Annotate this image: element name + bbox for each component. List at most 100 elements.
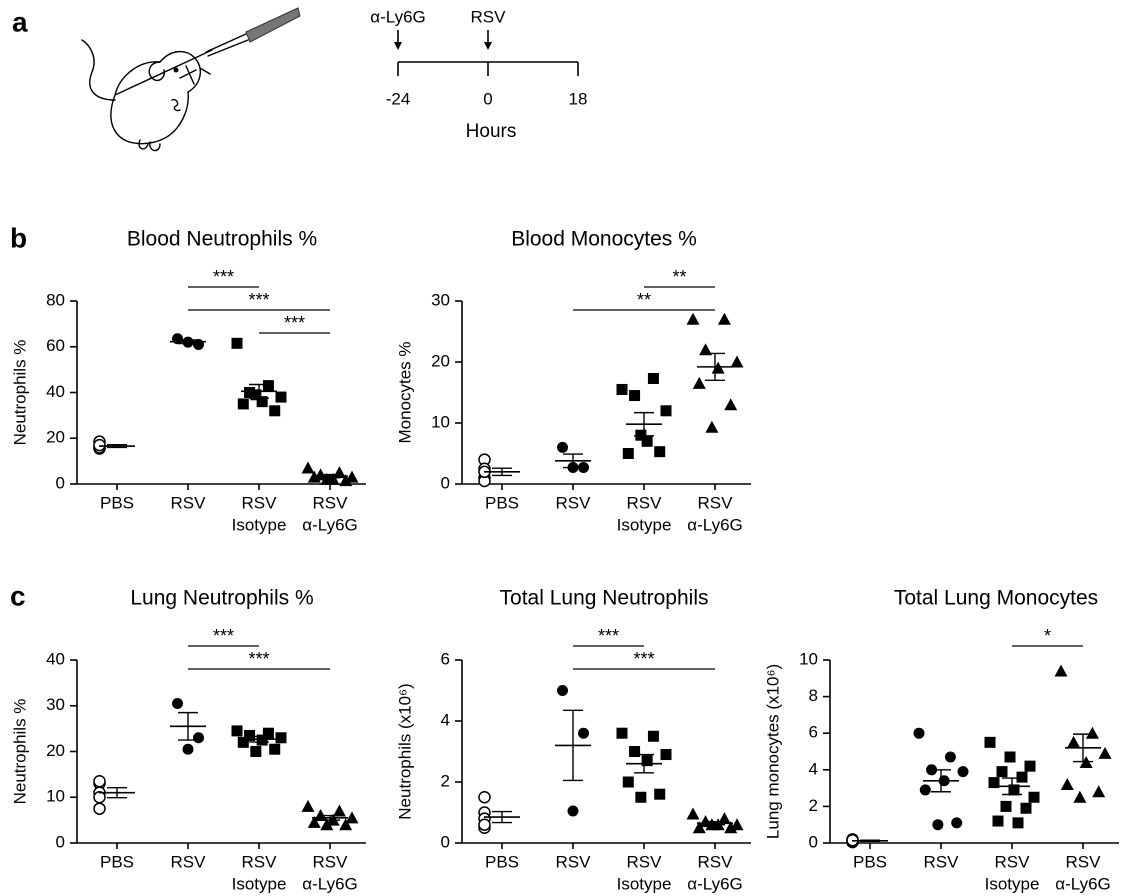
chart-title: Blood Monocytes % <box>511 228 697 251</box>
timeline-tick-label: -24 <box>386 89 411 108</box>
mouse-illustration <box>81 33 249 152</box>
data-point <box>275 391 287 403</box>
data-point <box>654 788 666 800</box>
data-point <box>250 389 262 401</box>
data-point <box>172 697 183 709</box>
error-bar <box>492 467 512 477</box>
data-point <box>1020 802 1032 814</box>
y-tick-label: 30 <box>46 695 65 714</box>
data-point <box>919 784 931 796</box>
data-point <box>332 804 346 817</box>
data-point <box>262 380 274 392</box>
error-bar <box>107 786 127 799</box>
x-tick-label: PBS <box>100 852 134 871</box>
significance-label: *** <box>633 649 654 669</box>
data-point <box>1098 746 1112 759</box>
data-point <box>705 420 719 433</box>
y-axis-label: Neutrophils % <box>10 699 29 805</box>
x-tick-label: RSV <box>242 493 278 512</box>
y-tick-label: 80 <box>46 290 65 309</box>
data-point <box>244 729 256 741</box>
timeline-label: Hours <box>466 121 517 142</box>
data-point <box>275 732 287 744</box>
y-tick-label: 2 <box>441 771 450 790</box>
chart-title: Total Lung Neutrophils <box>500 587 709 610</box>
significance-label: *** <box>248 290 269 310</box>
data-point <box>988 777 1000 789</box>
chart-title: Total Lung Monocytes <box>894 587 1098 610</box>
error-bar <box>705 820 725 826</box>
data-point <box>692 376 706 389</box>
y-tick-label: 0 <box>809 832 818 851</box>
y-tick-label: 40 <box>46 649 65 668</box>
x-tick-label: RSV <box>627 493 663 512</box>
data-point <box>686 807 700 820</box>
data-point <box>1092 785 1106 798</box>
data-point <box>578 727 589 739</box>
data-point <box>1073 790 1087 803</box>
x-tick-label: RSV <box>313 493 349 512</box>
significance-label: *** <box>248 649 269 669</box>
timeline-event: α-Ly6G <box>370 7 426 26</box>
y-tick-label: 10 <box>46 787 65 806</box>
error-bar <box>563 709 583 782</box>
error-bar <box>634 411 654 437</box>
y-tick-label: 10 <box>431 412 450 431</box>
data-point <box>692 821 706 834</box>
chart: Total Lung Monocytes Lung monocytes (x10⁶… <box>763 587 1119 893</box>
x-tick-sublabel: Isotype <box>617 874 672 893</box>
data-point <box>250 746 262 757</box>
x-tick-label: PBS <box>485 493 519 512</box>
significance-label: *** <box>213 267 234 287</box>
y-axis-label: Neutrophils % <box>10 340 29 446</box>
error-bar <box>320 473 340 479</box>
x-tick-label: RSV <box>171 852 207 871</box>
data-point <box>1024 760 1036 772</box>
event-arrowhead <box>394 42 402 50</box>
chart: Total Lung Neutrophils Neutrophils (x10⁶)… <box>395 587 751 893</box>
x-tick-label: PBS <box>100 493 134 512</box>
data-point <box>913 727 925 739</box>
data-point <box>237 398 249 410</box>
x-tick-sublabel: Isotype <box>985 874 1040 893</box>
data-point <box>567 805 579 817</box>
significance-label: ** <box>672 267 686 287</box>
x-tick-label: RSV <box>698 852 734 871</box>
y-tick-label: 60 <box>46 336 65 355</box>
chart: Lung Neutrophils % Neutrophils % 0 10 20 30 40… <box>10 587 366 893</box>
data-point <box>193 338 204 350</box>
data-point <box>237 736 249 748</box>
data-point <box>339 474 353 487</box>
error-bar <box>492 810 512 824</box>
y-tick-label: 20 <box>46 741 65 760</box>
y-tick-label: 6 <box>441 649 450 668</box>
y-tick-label: 4 <box>809 759 818 778</box>
y-tick-label: 2 <box>809 796 818 815</box>
x-tick-label: RSV <box>556 852 592 871</box>
error-bar <box>320 814 340 821</box>
data-point <box>320 818 334 831</box>
data-point <box>1008 784 1020 796</box>
y-tick-label: 40 <box>46 382 65 401</box>
data-point <box>256 396 268 408</box>
x-tick-label: RSV <box>313 852 349 871</box>
data-point <box>957 766 969 778</box>
data-point <box>1028 791 1040 803</box>
y-axis-label: Lung monocytes (x10⁶) <box>763 664 782 839</box>
x-tick-sublabel: α-Ly6G <box>687 515 743 534</box>
data-point <box>622 448 634 459</box>
y-axis-label: Neutrophils (x10⁶) <box>395 683 414 819</box>
error-bar <box>634 753 654 774</box>
significance-label: *** <box>284 313 305 333</box>
data-point <box>717 312 731 325</box>
data-point <box>1085 726 1099 739</box>
y-tick-label: 20 <box>431 351 450 370</box>
x-tick-label: RSV <box>556 493 592 512</box>
x-tick-label: PBS <box>485 852 519 871</box>
data-point <box>660 749 672 761</box>
chart-title: Blood Neutrophils % <box>127 228 317 251</box>
data-point <box>616 727 628 739</box>
data-point <box>699 343 713 356</box>
